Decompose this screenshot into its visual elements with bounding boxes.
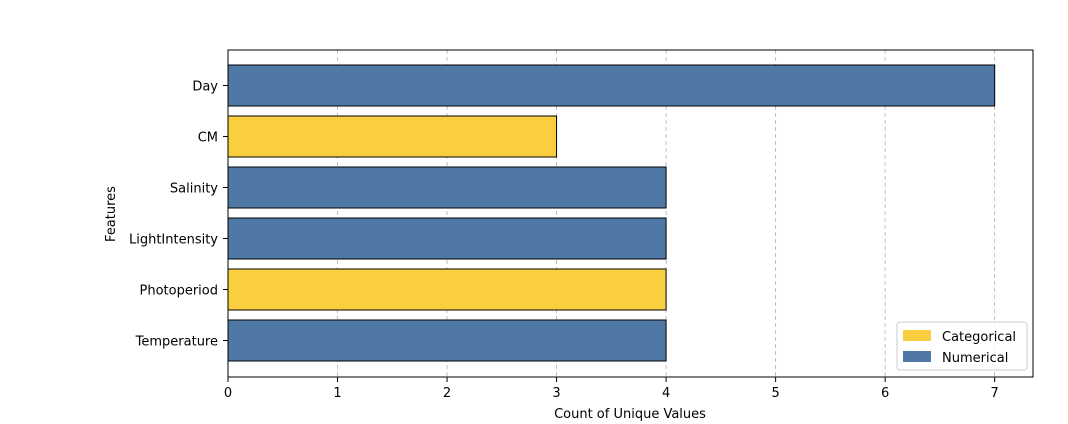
y-tick-label-cm: CM xyxy=(198,131,218,146)
bar-temperature xyxy=(227,319,667,362)
bar-lightintensity xyxy=(227,217,667,260)
y-tick-label-photoperiod: Photoperiod xyxy=(140,284,219,299)
x-axis-label: Count of Unique Values xyxy=(554,407,706,422)
grid-layer xyxy=(337,50,996,377)
y-tick-label-temperature: Temperature xyxy=(135,335,218,350)
tick-layer: 0 1 2 3 4 5 6 7 Day CM Salinity LightIntensity Photo… xyxy=(129,80,999,402)
bar-cm xyxy=(227,115,558,158)
legend-label-categorical: Categorical xyxy=(942,330,1016,345)
bar-salinity xyxy=(227,166,667,209)
x-tick-label: 4 xyxy=(662,386,670,401)
x-tick-label: 2 xyxy=(443,386,451,401)
bar-day xyxy=(227,64,996,107)
legend: Categorical Numerical xyxy=(896,321,1028,371)
bar-layer xyxy=(227,64,996,362)
y-tick-label-lightintensity: LightIntensity xyxy=(129,233,218,248)
x-tick-label: 0 xyxy=(224,386,232,401)
x-tick-label: 7 xyxy=(991,386,999,401)
y-tick-label-day: Day xyxy=(192,80,218,95)
y-axis-label: Features xyxy=(104,186,119,242)
legend-swatch-categorical xyxy=(903,330,931,341)
x-tick-label: 1 xyxy=(333,386,341,401)
bar-photoperiod xyxy=(227,268,667,311)
plot-frame xyxy=(227,49,1034,378)
x-tick-label: 5 xyxy=(771,386,779,401)
x-tick-label: 6 xyxy=(881,386,889,401)
legend-label-numerical: Numerical xyxy=(942,351,1008,366)
x-tick-label: 3 xyxy=(552,386,560,401)
y-tick-label-salinity: Salinity xyxy=(170,182,218,197)
legend-swatch-numerical xyxy=(903,351,931,362)
